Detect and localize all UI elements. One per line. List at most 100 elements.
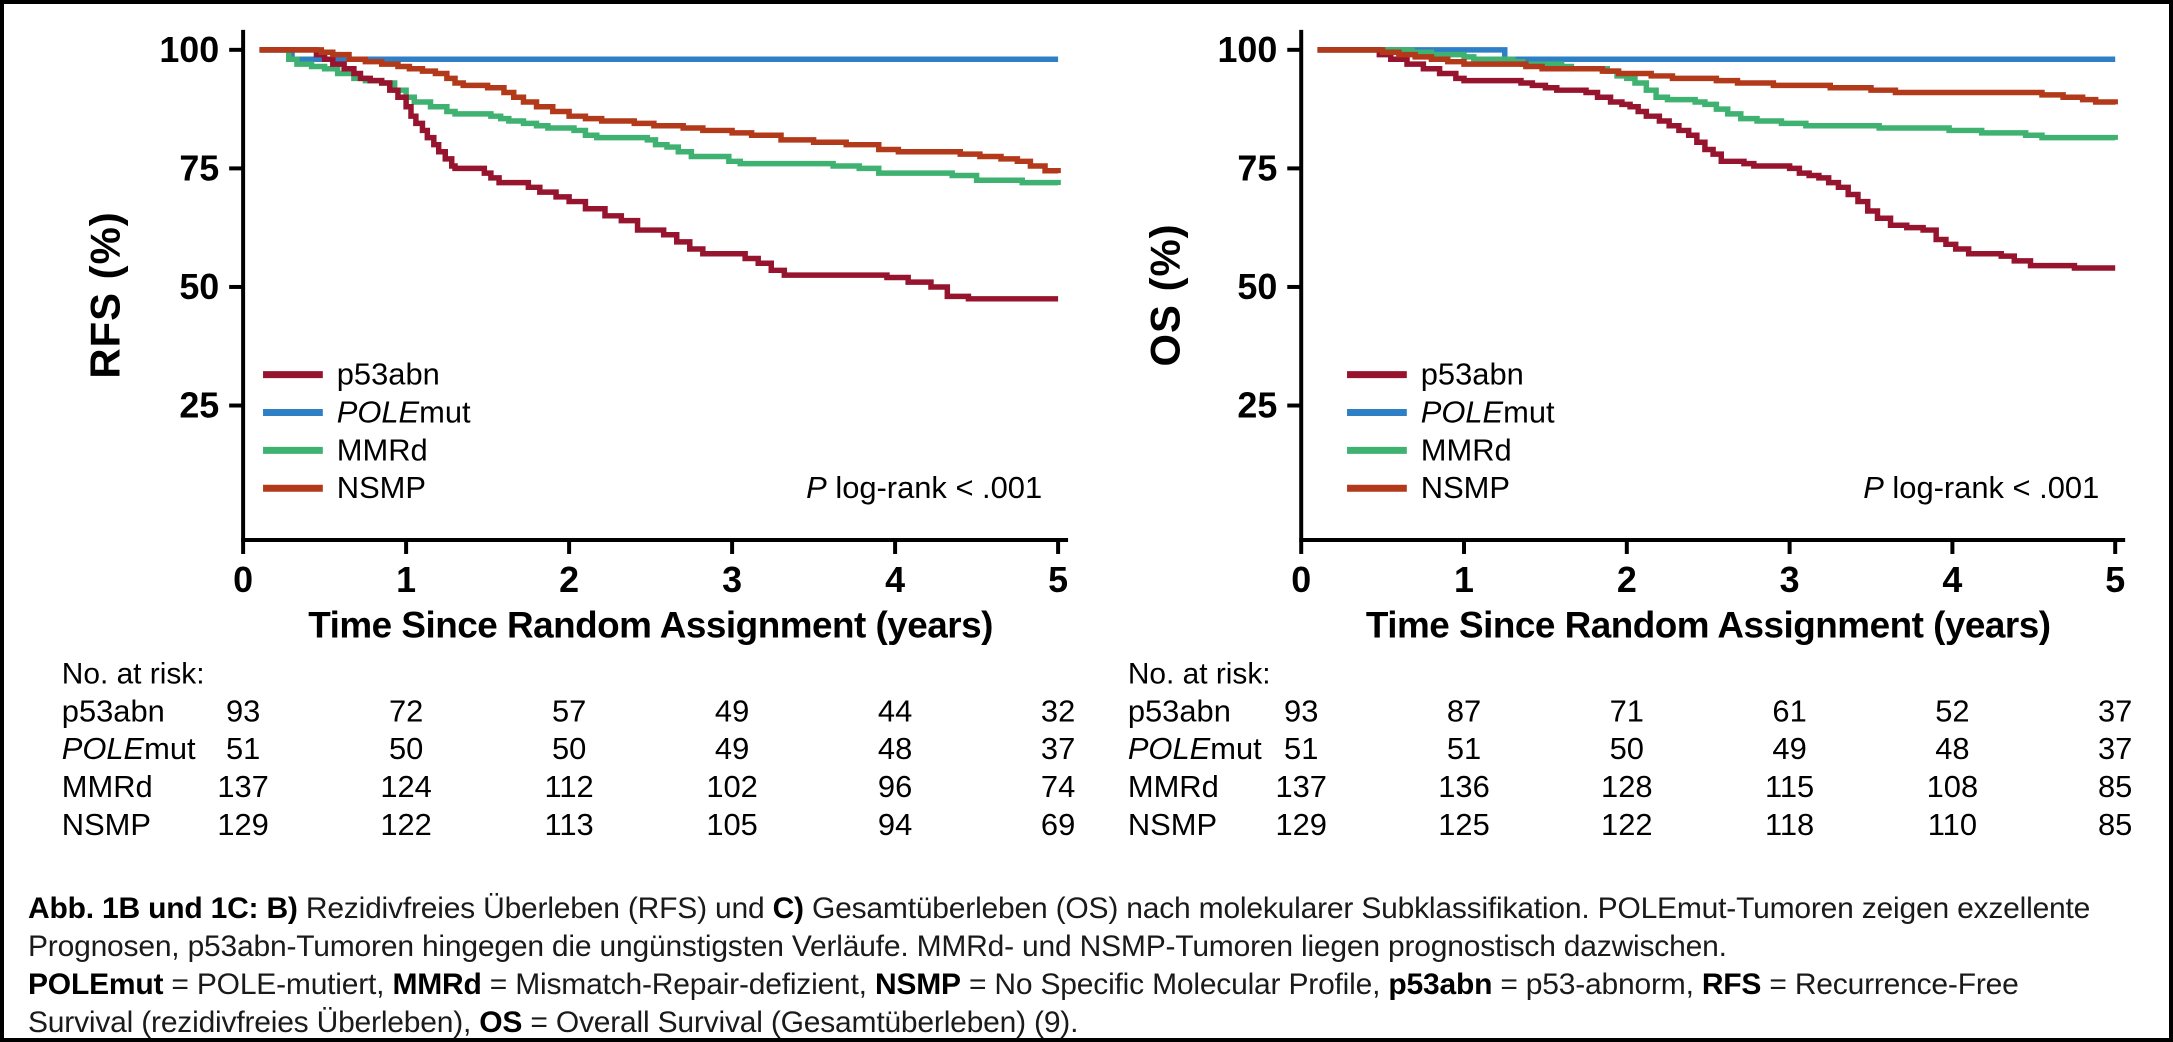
risk-row-label: NSMP	[1128, 807, 1217, 842]
caption-segment: = Mismatch-Repair-defizient,	[481, 968, 875, 1001]
risk-count: 51	[1447, 731, 1481, 766]
risk-count: 87	[1447, 693, 1481, 728]
panel-rfs: 100 75 50 25 0 1 2 3 4 5 RFS (%) Time Since Random …	[4, 4, 1086, 866]
risk-table: No. at risk:p53abn 93 87 71 61 52 37 POLEmut 51 5…	[1128, 657, 2133, 841]
risk-count: 112	[544, 769, 593, 804]
risk-row-p53abn: p53abn 93 87 71 61 52 37	[1128, 693, 2133, 728]
risk-count: 85	[2098, 769, 2132, 804]
km-curve-MMRd	[259, 47, 1061, 186]
risk-count: 122	[1601, 807, 1653, 842]
caption-segment: C)	[772, 892, 804, 925]
risk-row-label: p53abn	[62, 693, 165, 728]
risk-count: 128	[1601, 769, 1653, 804]
risk-count: 124	[380, 769, 432, 804]
km-curve-p53abn	[259, 47, 1059, 302]
caption-segment: RFS	[1701, 968, 1762, 1001]
x-tick-label: 4	[1942, 560, 1962, 600]
y-tick-label: 25	[179, 385, 219, 425]
caption-line: Abb. 1B und 1C: B) Rezidivfreies Überleb…	[28, 890, 2149, 928]
x-tick-label: 3	[1780, 560, 1800, 600]
legend-item-POLEmut: POLEmut	[1347, 394, 1555, 429]
risk-count: 51	[226, 731, 260, 766]
legend-item-NSMP: NSMP	[1347, 470, 1510, 505]
risk-table-title: No. at risk:	[1128, 657, 1271, 690]
risk-count: 50	[552, 731, 586, 766]
risk-count: 71	[1610, 693, 1644, 728]
caption-line: Prognosen, p53abn-Tumoren hingegen die u…	[28, 928, 2149, 966]
risk-count: 32	[1041, 693, 1075, 728]
y-tick-label: 75	[179, 148, 219, 188]
x-tick-label: 3	[722, 560, 742, 600]
x-tick-label: 1	[1454, 560, 1474, 600]
caption-segment: OS	[479, 1006, 523, 1039]
risk-row-label: POLEmut	[62, 731, 196, 766]
risk-count: 125	[1438, 807, 1490, 842]
caption-segment: NSMP	[874, 968, 961, 1001]
x-tick-label: 5	[2105, 560, 2125, 600]
km-chart-os: 100 75 50 25 0 1 2 3 4 5 OS (%) Time Since Random A…	[1128, 30, 2133, 842]
x-tick-label: 5	[1048, 560, 1068, 600]
km-curve-p53abn	[1317, 47, 2116, 271]
risk-count: 48	[1935, 731, 1969, 766]
risk-table: No. at risk:p53abn 93 72 57 49 44 32 POLEmut 51 5…	[62, 657, 1075, 841]
risk-count: 122	[380, 807, 432, 842]
risk-count: 49	[1772, 731, 1806, 766]
caption-segment: = No Specific Molecular Profile,	[960, 968, 1389, 1001]
risk-count: 61	[1772, 693, 1806, 728]
x-tick-label: 2	[559, 560, 579, 600]
caption-segment: POLEmut	[28, 968, 164, 1001]
km-chart-rfs: 100 75 50 25 0 1 2 3 4 5 RFS (%) Time Since Random …	[62, 30, 1075, 842]
risk-row-NSMP: NSMP 129 122 113 105 94 69	[62, 807, 1075, 842]
x-tick-label: 2	[1617, 560, 1637, 600]
legend-item-NSMP: NSMP	[263, 470, 426, 505]
y-axis-title: OS (%)	[1142, 223, 1189, 366]
risk-count: 113	[544, 807, 593, 842]
km-curves	[259, 47, 1061, 302]
caption-segment: Prognosen, p53abn-Tumoren hingegen die u…	[28, 930, 1727, 963]
legend-item-MMRd: MMRd	[263, 432, 428, 467]
risk-count: 137	[217, 769, 269, 804]
x-axis-title: Time Since Random Assignment (years)	[308, 605, 993, 646]
p-value-label: P log-rank < .001	[806, 470, 1042, 505]
risk-table-title: No. at risk:	[62, 657, 205, 690]
x-tick-label: 4	[885, 560, 905, 600]
risk-count: 57	[552, 693, 586, 728]
risk-row-POLEmut: POLEmut 51 51 50 49 48 37	[1128, 731, 2133, 766]
risk-count: 37	[2098, 731, 2132, 766]
y-axis-ticks: 100 75 50 25	[1217, 30, 1302, 425]
caption-segment: Gesamtüberleben (OS) nach molekularer Su…	[803, 892, 2091, 925]
x-axis-title: Time Since Random Assignment (years)	[1366, 605, 2051, 646]
risk-row-label: NSMP	[62, 807, 151, 842]
risk-count: 37	[1041, 731, 1075, 766]
risk-row-p53abn: p53abn 93 72 57 49 44 32	[62, 693, 1075, 728]
y-tick-label: 25	[1237, 385, 1277, 425]
risk-count: 102	[706, 769, 758, 804]
risk-count: 50	[389, 731, 423, 766]
caption-segment: = p53-abnorm,	[1492, 968, 1702, 1001]
km-curve-MMRd	[1317, 47, 2118, 141]
legend-label-POLEmut: POLEmut	[1421, 394, 1555, 429]
panel-os: 100 75 50 25 0 1 2 3 4 5 OS (%) Time Since Random A…	[1088, 4, 2169, 866]
risk-row-MMRd: MMRd 137 136 128 115 108 85	[1128, 769, 2133, 804]
legend-item-p53abn: p53abn	[1347, 357, 1524, 392]
legend-label-NSMP: NSMP	[337, 470, 426, 505]
y-axis-ticks: 100 75 50 25	[159, 30, 244, 425]
caption-segment: Survival (rezidivfreies Überleben),	[28, 1006, 480, 1039]
risk-row-POLEmut: POLEmut 51 50 50 49 48 37	[62, 731, 1075, 766]
risk-count: 105	[706, 807, 758, 842]
risk-count: 69	[1041, 807, 1075, 842]
caption-line: POLEmut = POLE-mutiert, MMRd = Mismatch-…	[28, 966, 2149, 1004]
caption-segment: = Recurrence-Free	[1761, 968, 2019, 1001]
risk-row-label: MMRd	[62, 769, 153, 804]
caption-segment: Rezidivfreies Überleben (RFS) und	[297, 892, 773, 925]
caption-segment: = Overall Survival (Gesamtüberleben) (9)…	[522, 1006, 1079, 1039]
risk-count: 118	[1765, 807, 1814, 842]
risk-row-NSMP: NSMP 129 125 122 118 110 85	[1128, 807, 2133, 842]
caption-line: Survival (rezidivfreies Überleben), OS =…	[28, 1004, 2149, 1039]
risk-count: 136	[1438, 769, 1490, 804]
legend-item-MMRd: MMRd	[1347, 432, 1512, 467]
risk-count: 94	[878, 807, 912, 842]
